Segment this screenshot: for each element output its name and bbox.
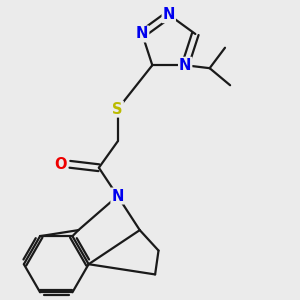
Text: O: O (54, 157, 67, 172)
Text: N: N (136, 26, 148, 41)
Text: N: N (111, 188, 124, 203)
Text: S: S (112, 102, 123, 117)
Text: N: N (163, 7, 175, 22)
Text: N: N (179, 58, 191, 73)
